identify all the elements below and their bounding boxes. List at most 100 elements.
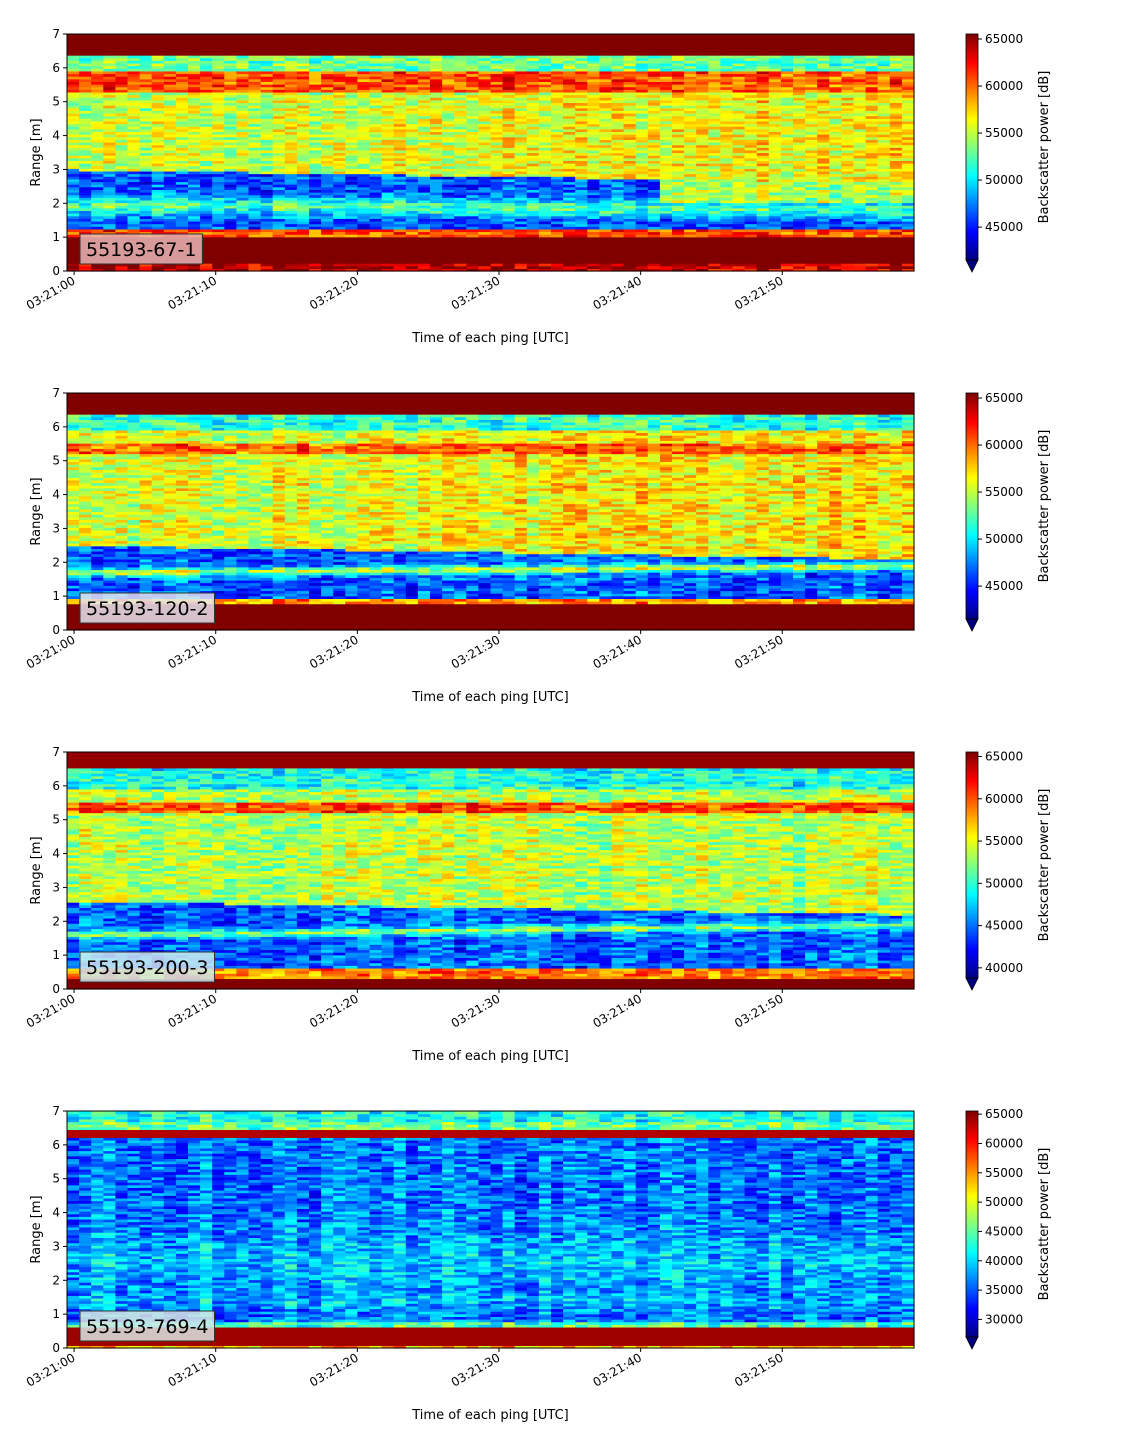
heatmap-cell <box>212 226 225 230</box>
heatmap-cell <box>115 81 129 85</box>
heatmap-cell <box>405 189 419 193</box>
heatmap-cell <box>212 210 225 214</box>
heatmap-cell <box>345 228 358 233</box>
heatmap-cell <box>79 99 92 104</box>
heatmap-cell <box>357 76 371 80</box>
heatmap-cell <box>127 47 141 51</box>
heatmap-cell <box>357 65 371 69</box>
heatmap-cell <box>236 247 250 251</box>
heatmap-cell <box>175 115 189 119</box>
heatmap-cell <box>442 147 455 151</box>
heatmap-cell <box>321 134 334 138</box>
heatmap-cell <box>478 244 492 248</box>
heatmap-cell <box>442 207 455 212</box>
heatmap-cell <box>224 268 237 272</box>
heatmap-cell <box>151 115 165 119</box>
heatmap-cell <box>260 247 274 251</box>
heatmap-cell <box>236 86 250 90</box>
heatmap-cell <box>272 226 286 230</box>
heatmap-cell <box>296 86 310 90</box>
heatmap-cell <box>296 97 310 101</box>
heatmap-cell <box>333 86 346 90</box>
heatmap-cell <box>236 165 250 169</box>
heatmap-cell <box>466 263 479 267</box>
heatmap-cell <box>466 231 479 235</box>
heatmap-cell <box>381 268 395 272</box>
heatmap-cell <box>67 184 80 188</box>
heatmap-cell <box>163 184 177 188</box>
heatmap-cell <box>91 128 104 133</box>
heatmap-cell <box>103 155 116 159</box>
heatmap-cell <box>127 70 141 75</box>
heatmap-cell <box>103 52 116 56</box>
heatmap-cell <box>175 223 189 227</box>
heatmap-cell <box>454 73 467 77</box>
heatmap-cell <box>466 62 479 67</box>
heatmap-cell <box>284 242 298 246</box>
heatmap-cell <box>188 205 201 209</box>
heatmap-cell <box>405 113 419 117</box>
heatmap-cell <box>369 218 383 222</box>
heatmap-cell <box>200 220 213 225</box>
heatmap-cell <box>417 173 431 177</box>
heatmap-cell <box>430 236 443 240</box>
heatmap-cell <box>345 197 358 201</box>
heatmap-cell <box>333 186 346 190</box>
heatmap-cell <box>79 205 92 209</box>
heatmap-cell <box>430 34 443 38</box>
heatmap-cell <box>260 134 274 138</box>
heatmap-cell <box>188 115 201 119</box>
heatmap-cell <box>369 228 383 233</box>
heatmap-cell <box>369 134 383 138</box>
heatmap-cell <box>103 110 116 114</box>
heatmap-cell <box>442 265 455 269</box>
heatmap-cell <box>224 39 237 43</box>
heatmap-cell <box>296 239 310 243</box>
heatmap-cell <box>212 110 225 114</box>
heatmap-cell <box>151 155 165 159</box>
heatmap-cell <box>103 265 116 269</box>
heatmap-cell <box>272 73 286 77</box>
heatmap-cell <box>454 210 467 214</box>
heatmap-cell <box>200 249 213 254</box>
heatmap-cell <box>478 84 492 88</box>
heatmap-cell <box>127 97 141 101</box>
heatmap-cell <box>175 170 189 175</box>
heatmap-cell <box>151 213 165 217</box>
heatmap-cell <box>127 34 141 38</box>
heatmap-cell <box>175 126 189 130</box>
heatmap-cell <box>417 139 431 143</box>
heatmap-cell <box>115 47 129 51</box>
heatmap-cell <box>309 207 322 212</box>
heatmap-cell <box>115 163 129 167</box>
heatmap-cell <box>79 147 92 151</box>
heatmap-cell <box>369 265 383 269</box>
heatmap-cell <box>478 107 492 111</box>
heatmap-cell <box>91 168 104 172</box>
heatmap-cell <box>163 197 177 201</box>
heatmap-cell <box>67 247 80 251</box>
heatmap-cell <box>405 199 419 204</box>
heatmap-cell <box>260 65 274 69</box>
heatmap-cell <box>127 123 141 127</box>
heatmap-cell <box>430 136 443 140</box>
heatmap-cell <box>188 76 201 80</box>
heatmap-cell <box>321 60 334 64</box>
heatmap-cell <box>333 257 346 262</box>
heatmap-cell <box>200 131 213 135</box>
heatmap-cell <box>103 139 116 143</box>
heatmap-cell <box>381 199 395 204</box>
heatmap-cell <box>127 141 141 146</box>
heatmap-cell <box>248 141 262 146</box>
heatmap-cell <box>91 36 104 40</box>
heatmap-cell <box>333 165 346 169</box>
heatmap-cell <box>79 105 92 109</box>
heatmap-cell <box>91 76 104 80</box>
heatmap-cell <box>67 134 80 138</box>
heatmap-cell <box>260 105 274 109</box>
heatmap-cell <box>200 170 213 175</box>
heatmap-cell <box>284 194 298 198</box>
heatmap-cell <box>490 260 504 264</box>
heatmap-cell <box>345 97 358 101</box>
